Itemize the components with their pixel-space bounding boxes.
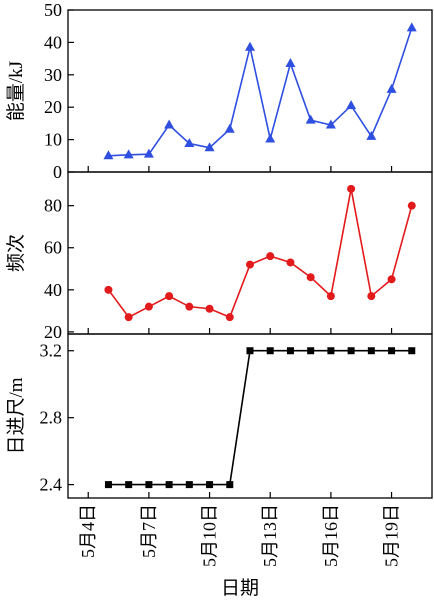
data-point-3	[125, 481, 133, 489]
y-tick-label: 40	[44, 32, 62, 52]
panel-frame-3	[67, 333, 433, 499]
data-point-1	[164, 119, 175, 129]
panel-frame-1	[67, 9, 433, 173]
x-tick-label: 5月13日	[260, 504, 280, 567]
data-point-2	[185, 302, 194, 311]
x-axis-title: 日期	[221, 577, 259, 599]
y-tick-label: 3.2	[40, 341, 63, 361]
x-tick-label: 5月16日	[321, 504, 341, 567]
data-point-1	[204, 142, 215, 152]
data-point-1	[123, 149, 134, 159]
y-tick-label: 0	[53, 162, 62, 182]
data-point-3	[347, 347, 355, 355]
data-point-1	[406, 22, 417, 32]
data-point-1	[305, 114, 316, 124]
series-line-2	[107, 188, 413, 319]
x-tick-label: 5月4日	[78, 504, 98, 558]
data-point-3	[286, 347, 294, 355]
data-point-3	[185, 481, 193, 489]
y-tick-label: 30	[44, 65, 62, 85]
data-point-3	[165, 481, 173, 489]
data-point-2	[225, 313, 234, 322]
series-line-3	[108, 349, 412, 486]
y-tick-label: 20	[44, 322, 62, 342]
panel-frames	[67, 9, 433, 499]
data-point-2	[347, 184, 356, 193]
y-tick-label: 2.4	[40, 475, 63, 495]
y-axis-title-2: 频次	[5, 234, 27, 272]
x-tick-label: 5月19日	[382, 504, 402, 567]
data-point-2	[246, 260, 254, 269]
x-tick-label: 5月7日	[139, 504, 159, 558]
data-point-1	[386, 83, 397, 93]
data-point-2	[367, 292, 376, 301]
data-point-2	[144, 302, 153, 311]
data-point-3	[226, 481, 234, 489]
data-point-1	[184, 137, 195, 147]
y-tick-label: 20	[44, 97, 62, 117]
data-point-3	[246, 347, 254, 355]
data-point-1	[265, 133, 276, 143]
data-point-3	[367, 347, 375, 355]
y-tick-label: 40	[44, 280, 62, 300]
y-tick-label: 80	[44, 196, 62, 216]
data-point-2	[387, 275, 396, 284]
data-point-1	[245, 41, 255, 51]
y-axis-title-3: 日进尺/m	[5, 377, 27, 454]
data-point-2	[266, 252, 275, 261]
y-tick-label: 10	[44, 130, 62, 150]
data-point-3	[408, 347, 416, 355]
y-tick-label: 50	[44, 0, 62, 20]
chart-labels: 0 10 20 30 40 50 能量/kJ 20 40 60 80 频次 2.4 2.8 3.2 日进尺/m…	[5, 0, 402, 567]
data-point-3	[206, 481, 214, 489]
y-tick-label: 60	[44, 238, 62, 258]
data-point-3	[388, 347, 396, 355]
data-point-2	[205, 304, 214, 313]
y-axis-title-1: 能量/kJ	[5, 61, 27, 121]
data-point-1	[224, 123, 235, 133]
chart-series	[103, 22, 417, 489]
data-point-3	[104, 481, 112, 489]
x-tick-label: 5月10日	[200, 504, 220, 567]
data-point-3	[145, 481, 153, 489]
data-point-1	[285, 57, 296, 67]
data-point-2	[286, 258, 295, 267]
data-point-3	[307, 347, 315, 355]
data-point-1	[325, 119, 336, 129]
series-line-1	[108, 27, 413, 157]
data-point-2	[165, 292, 174, 301]
data-point-3	[327, 347, 335, 355]
data-point-1	[103, 150, 114, 160]
data-point-1	[143, 148, 154, 158]
data-point-2	[306, 273, 315, 282]
data-point-3	[266, 347, 274, 355]
data-point-1	[346, 100, 357, 110]
data-point-2	[407, 201, 416, 210]
data-point-2	[124, 313, 133, 322]
y-tick-label: 2.8	[40, 408, 63, 428]
data-point-2	[104, 285, 113, 294]
data-point-1	[366, 130, 377, 140]
data-point-2	[326, 292, 335, 301]
